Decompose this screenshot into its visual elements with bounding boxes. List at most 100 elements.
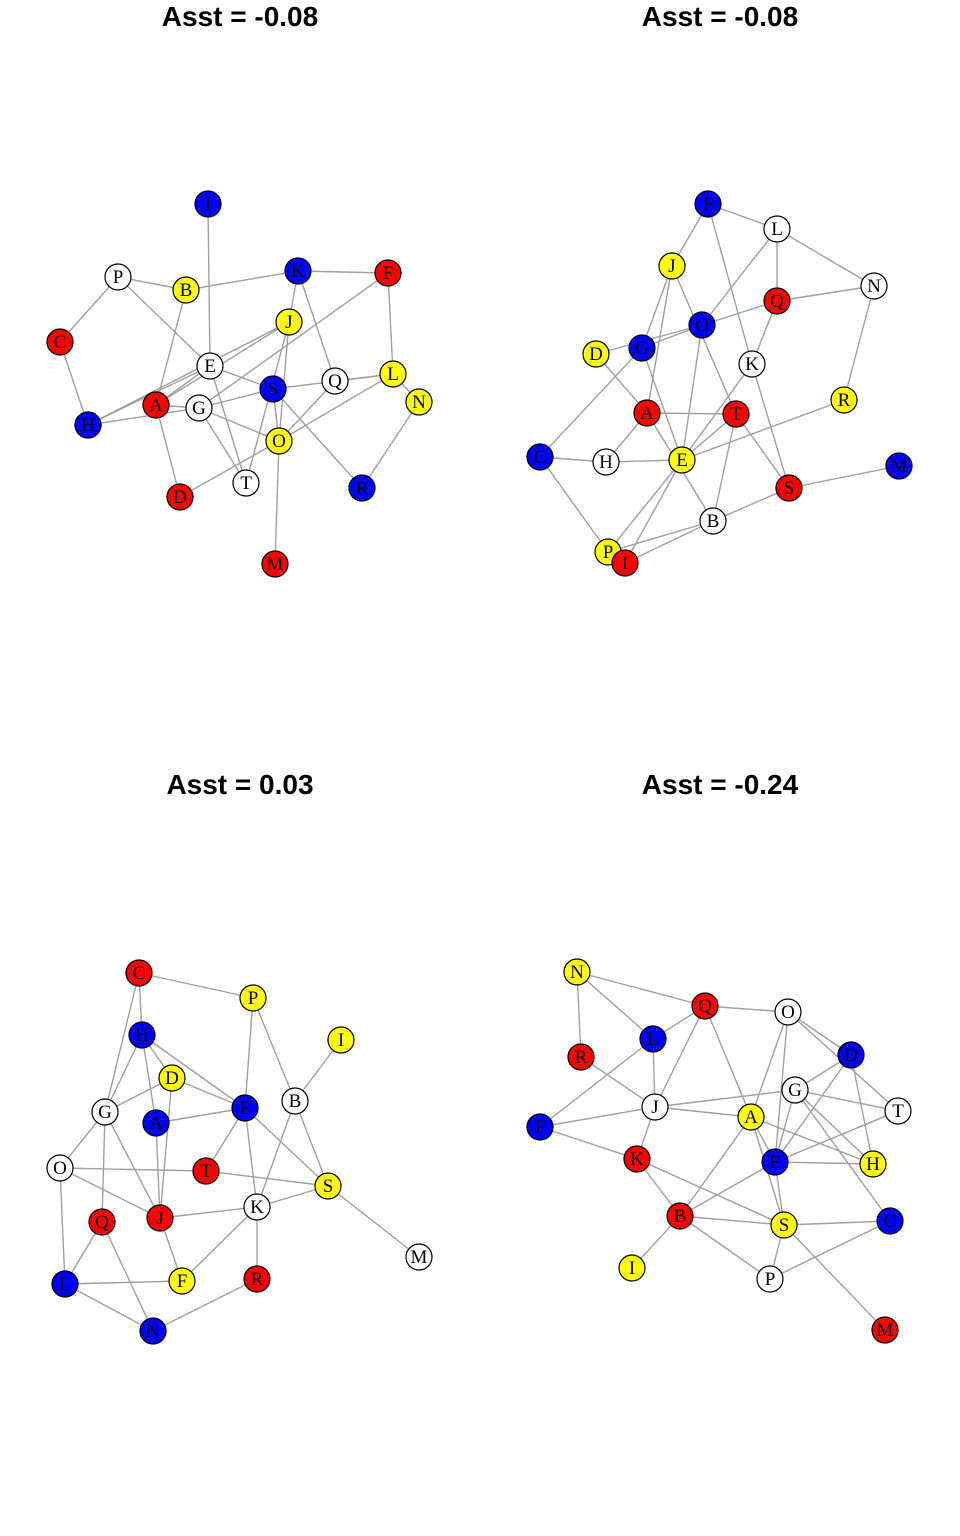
edge-E-B [679, 1161, 776, 1217]
node-F: F [374, 259, 402, 287]
node-label: O [272, 431, 286, 452]
edge-G-Q [101, 1111, 106, 1223]
node-Q: Q [763, 287, 791, 315]
node-label: K [745, 354, 759, 375]
node-label: E [676, 450, 688, 471]
edge-N-R [361, 401, 420, 489]
node-circle [885, 452, 913, 480]
edge-D-E [774, 1054, 852, 1163]
node-label: R [575, 1047, 588, 1068]
node-circle [192, 1157, 220, 1185]
edge-C-P [539, 456, 609, 553]
node-A: A [142, 391, 170, 419]
node-label: M [877, 1320, 894, 1341]
node-circle [348, 474, 376, 502]
node-label: B [707, 511, 720, 532]
node-T: T [722, 400, 750, 428]
node-circle [275, 308, 303, 336]
edge-C-P [138, 972, 254, 999]
node-N: N [563, 958, 591, 986]
node-B: B [281, 1087, 309, 1115]
edge-F-K [707, 203, 753, 365]
node-label: A [149, 1113, 163, 1134]
node-R: R [348, 474, 376, 502]
node-label: R [838, 390, 851, 411]
node-circle [172, 276, 200, 304]
node-label: K [291, 261, 305, 282]
node-label: A [640, 403, 654, 424]
node-C: C [526, 443, 554, 471]
node-K: K [738, 350, 766, 378]
edge-S-B [712, 487, 790, 522]
edge-T-S [735, 413, 790, 489]
node-label: J [668, 256, 675, 277]
node-label: B [674, 1206, 687, 1227]
node-label: O [781, 1002, 795, 1023]
node-circle [860, 272, 888, 300]
node-label: H [599, 452, 613, 473]
node-B: B [699, 507, 727, 535]
node-circle [526, 1113, 554, 1141]
node-H: H [74, 411, 102, 439]
node-label: H [81, 415, 95, 436]
edge-Q-O [278, 380, 336, 442]
node-label: E [769, 1152, 781, 1173]
node-circle [168, 1267, 196, 1295]
node-label: S [784, 478, 795, 499]
node-circle [281, 1087, 309, 1115]
node-label: C [54, 332, 67, 353]
edge-D-J [159, 1077, 173, 1219]
edge-K-F [181, 1206, 258, 1282]
node-label: L [59, 1274, 71, 1295]
node-label: M [891, 456, 908, 477]
edge-O-J [59, 1167, 161, 1219]
node-label: G [98, 1102, 112, 1123]
edge-N-R [843, 285, 875, 401]
edge-I-E [207, 203, 211, 367]
node-I: I [194, 190, 222, 218]
edge-L-F [539, 1038, 654, 1128]
edge-G-T [198, 407, 247, 484]
node-circle [770, 1211, 798, 1239]
node-circle [763, 287, 791, 315]
network-graph: F L J N Q O D G K R A T C H E M S B PI [526, 190, 913, 577]
node-D: D [837, 1041, 865, 1069]
node-label: R [356, 478, 369, 499]
panel-title: Asst = 0.03 [166, 769, 314, 800]
edge-B-K [256, 1100, 296, 1208]
edges [59, 203, 420, 565]
edge-P-E [117, 276, 211, 367]
node-circle [592, 448, 620, 476]
node-circle [142, 1109, 170, 1137]
node-label: O [695, 315, 709, 336]
edge-O-D [179, 440, 280, 498]
node-H: H [859, 1150, 887, 1178]
node-K: K [284, 257, 312, 285]
node-circle [259, 375, 287, 403]
edge-N-L [576, 971, 654, 1040]
edge-N-Q [576, 971, 706, 1007]
node-N: N [405, 388, 433, 416]
node-circle [837, 1041, 865, 1069]
edge-H-E [141, 1034, 246, 1109]
edge-L-F [64, 1280, 183, 1285]
node-circle [666, 1202, 694, 1230]
edge-P-C [59, 276, 119, 343]
node-circle [756, 1265, 784, 1293]
edge-T-S [205, 1170, 329, 1187]
edge-E-S [244, 1107, 329, 1187]
edges [59, 972, 420, 1332]
node-S: S [314, 1172, 342, 1200]
node-circle [623, 1145, 651, 1173]
node-label: C [534, 447, 547, 468]
edge-Q-J [654, 1005, 706, 1108]
node-R: R [243, 1265, 271, 1293]
node-J: J [275, 308, 303, 336]
edge-E-H [774, 1161, 874, 1165]
node-label: I [338, 1030, 344, 1051]
node-circle [641, 1093, 669, 1121]
node-Q: Q [321, 367, 349, 395]
network-graph: C P H I D G E B A O T S K Q J M L F R N [46, 959, 433, 1345]
edge-H-A [141, 1034, 157, 1124]
